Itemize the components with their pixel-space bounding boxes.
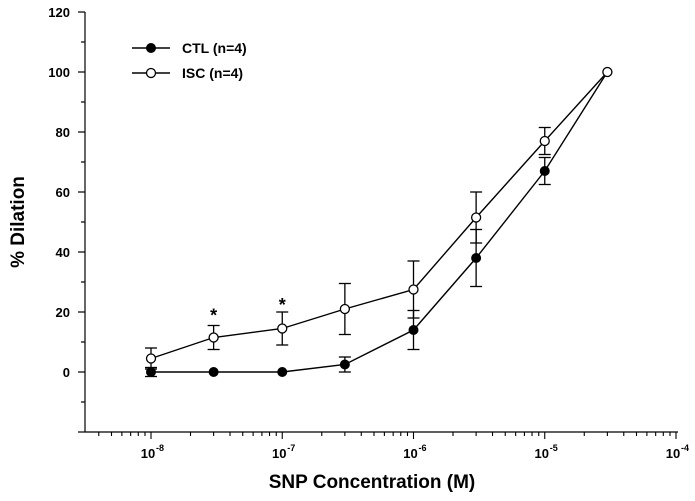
x-axis-title: SNP Concentration (M): [269, 472, 476, 493]
series-line: [151, 71, 608, 373]
significance-marker: *: [279, 295, 286, 315]
x-ticks: 10 -8 10 -7 10 -6 10 -5 10 -4: [98, 432, 689, 461]
data-point: [208, 332, 219, 343]
data-point: [539, 166, 550, 176]
y-axis-title: % Dilation: [8, 176, 29, 268]
legend-label-isc: ISC (n=4): [182, 65, 243, 81]
series-line: [150, 71, 608, 360]
y-tick-label: 40: [56, 245, 70, 260]
y-tick-label: 100: [48, 65, 70, 80]
data-point: [470, 212, 482, 223]
legend-marker-ctl: [146, 43, 156, 53]
x-tick-base: 10: [535, 446, 549, 461]
data-point: [145, 353, 157, 364]
x-tick-base: 10: [403, 446, 417, 461]
x-tick-exponent: -6: [419, 443, 427, 453]
x-tick-base: 10: [666, 446, 680, 461]
y-ticks: 0 20 40 60 80 100 120: [48, 5, 85, 433]
y-tick-label: 20: [56, 305, 70, 320]
x-tick-label: 10 -8: [141, 443, 164, 461]
x-tick-exponent: -5: [550, 443, 558, 453]
y-axis: 0 20 40 60 80 100 120: [48, 5, 86, 433]
data-point: [339, 303, 351, 315]
series-layer: [145, 66, 613, 378]
x-tick-label: 10 -6: [403, 443, 426, 461]
series-isc: [145, 66, 613, 370]
data-point: [277, 323, 288, 334]
legend-marker-isc: [145, 67, 157, 79]
x-tick-base: 10: [141, 446, 155, 461]
x-tick-label: 10 -7: [272, 443, 295, 461]
annotations: **: [210, 295, 286, 326]
legend: CTL (n=4) ISC (n=4): [132, 40, 247, 81]
x-tick-label: 10 -4: [666, 443, 689, 461]
data-point: [208, 367, 219, 377]
data-point: [471, 253, 482, 263]
y-tick-label: 60: [56, 185, 70, 200]
data-point: [339, 359, 350, 370]
y-tick-label: 120: [48, 5, 70, 20]
data-point: [539, 135, 550, 147]
significance-marker: *: [210, 306, 217, 326]
y-tick-label: 80: [56, 125, 70, 140]
x-tick-base: 10: [272, 446, 286, 461]
data-point: [277, 367, 288, 377]
data-point: [408, 284, 419, 295]
x-axis: 10 -8 10 -7 10 -6 10 -5 10 -4: [85, 431, 689, 461]
legend-label-ctl: CTL (n=4): [182, 40, 247, 56]
data-point: [408, 325, 419, 335]
x-tick-label: 10 -5: [535, 443, 558, 461]
y-tick-label: 0: [63, 365, 70, 380]
x-tick-exponent: -7: [287, 443, 295, 453]
x-tick-exponent: -4: [681, 443, 689, 453]
x-tick-exponent: -8: [156, 443, 164, 453]
data-point: [602, 66, 613, 78]
series-ctl: [145, 67, 613, 378]
